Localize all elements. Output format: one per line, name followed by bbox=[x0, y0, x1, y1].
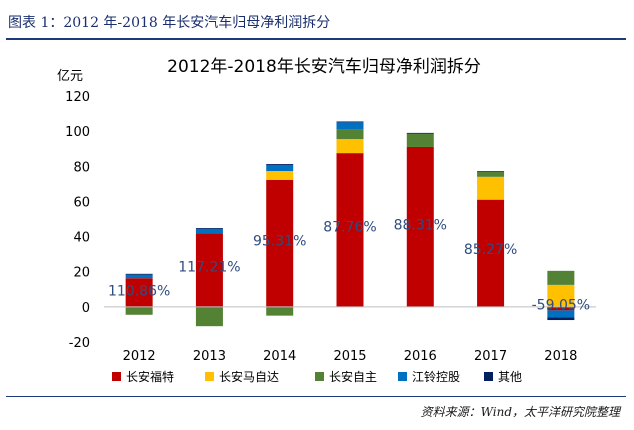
x-tick-label: 2014 bbox=[263, 349, 296, 364]
x-tick-label: 2016 bbox=[404, 349, 437, 364]
y-axis: -20 0 20 40 60 80 100 120 bbox=[65, 90, 90, 351]
legend-label: 长安马自达 bbox=[219, 369, 279, 384]
pct-label-2017: 85.27% bbox=[464, 242, 517, 258]
bar-2017-其他 bbox=[477, 171, 505, 172]
bar-2014-其他 bbox=[266, 164, 294, 165]
figure-footer: 资料来源：Wind，太平洋研究院整理 bbox=[0, 394, 634, 430]
bar-2018-江铃控股 bbox=[547, 310, 575, 318]
legend-swatch bbox=[205, 372, 214, 381]
bar-2014-长安自主 bbox=[266, 306, 294, 316]
bar-2018-长安马自达 bbox=[547, 284, 575, 307]
legend-swatch bbox=[484, 372, 493, 381]
legend: 长安福特 长安马自达 长安自主 江铃控股 其他 bbox=[112, 369, 522, 384]
chart-title: 2012年-2018年长安汽车归母净利润拆分 bbox=[167, 57, 481, 77]
legend-swatch bbox=[112, 372, 121, 381]
bar-2012-其他 bbox=[125, 273, 153, 275]
bar-2012-江铃控股 bbox=[125, 274, 153, 279]
bar-2014-长安福特 bbox=[266, 179, 294, 307]
footer-rule bbox=[6, 396, 626, 397]
bar-2012-长安福特 bbox=[125, 278, 153, 307]
bar-2018-长安福特 bbox=[547, 306, 575, 311]
bar-2016-长安自主 bbox=[406, 133, 434, 147]
x-tick-label: 2013 bbox=[193, 349, 226, 364]
bar-2018-其他 bbox=[547, 317, 575, 321]
x-tick-label: 2012 bbox=[123, 349, 156, 364]
x-tick-label: 2018 bbox=[544, 349, 577, 364]
bar-2017-长安福特 bbox=[477, 199, 505, 307]
bar-2013-其他 bbox=[195, 228, 223, 230]
bar-2014-长安马自达 bbox=[266, 171, 294, 180]
chart: 2012年-2018年长安汽车归母净利润拆分 亿元 -20 0 20 40 60 80 10… bbox=[57, 57, 596, 384]
percentage-labels: 110.86% 117.21% 95.31% 87.76% 88.31% 85.27% -5… bbox=[108, 218, 590, 314]
header-rule bbox=[6, 38, 626, 40]
legend-label: 江铃控股 bbox=[412, 369, 460, 384]
y-tick-label: 120 bbox=[65, 90, 90, 105]
y-tick-label: 80 bbox=[73, 160, 90, 175]
pct-label-2012: 110.86% bbox=[108, 283, 170, 299]
bar-2014-江铃控股 bbox=[266, 164, 294, 172]
x-axis: 2012 2013 2014 2015 2016 2017 2018 bbox=[123, 349, 578, 364]
bar-2017-长安马自达 bbox=[477, 176, 505, 200]
pct-label-2015: 87.76% bbox=[323, 219, 376, 235]
y-tick-label: 40 bbox=[73, 231, 90, 246]
pct-label-2014: 95.31% bbox=[253, 233, 306, 249]
pct-label-2016: 88.31% bbox=[394, 218, 447, 234]
bar-2015-长安马自达 bbox=[336, 139, 364, 154]
x-tick-label: 2015 bbox=[333, 349, 366, 364]
y-tick-label: 0 bbox=[82, 301, 90, 316]
bar-2015-长安自主 bbox=[336, 129, 364, 140]
legend-swatch bbox=[315, 372, 324, 381]
bar-2013-长安自主 bbox=[195, 306, 223, 327]
legend-label: 其他 bbox=[498, 370, 522, 384]
y-tick-label: -20 bbox=[69, 336, 90, 351]
bars bbox=[125, 121, 575, 327]
pct-label-2013: 117.21% bbox=[178, 260, 240, 276]
bar-2018-长安自主 bbox=[547, 270, 575, 285]
bar-2017-长安自主 bbox=[477, 171, 505, 177]
bar-2016-其他 bbox=[406, 132, 434, 134]
legend-label: 长安自主 bbox=[329, 369, 377, 384]
y-tick-label: 60 bbox=[73, 195, 90, 210]
bar-2015-江铃控股 bbox=[336, 122, 364, 130]
bar-2012-长安自主 bbox=[125, 306, 153, 315]
bar-2015-其他 bbox=[336, 121, 364, 123]
bar-2013-江铃控股 bbox=[195, 229, 223, 234]
y-tick-label: 100 bbox=[65, 125, 90, 140]
figure-header: 图表 1：2012 年-2018 年长安汽车归母净利润拆分 bbox=[0, 0, 634, 40]
bar-2015-长安福特 bbox=[336, 153, 364, 307]
bar-2016-长安福特 bbox=[406, 146, 434, 307]
legend-swatch bbox=[398, 372, 407, 381]
pct-label-2018: -59.05% bbox=[532, 297, 590, 313]
x-tick-label: 2017 bbox=[474, 349, 507, 364]
y-tick-label: 20 bbox=[73, 266, 90, 281]
y-axis-label: 亿元 bbox=[57, 69, 83, 84]
legend-label: 长安福特 bbox=[126, 369, 174, 384]
bar-2013-长安福特 bbox=[195, 233, 223, 307]
figure-caption: 图表 1：2012 年-2018 年长安汽车归母净利润拆分 bbox=[8, 15, 331, 31]
source-note: 资料来源：Wind，太平洋研究院整理 bbox=[420, 405, 620, 419]
